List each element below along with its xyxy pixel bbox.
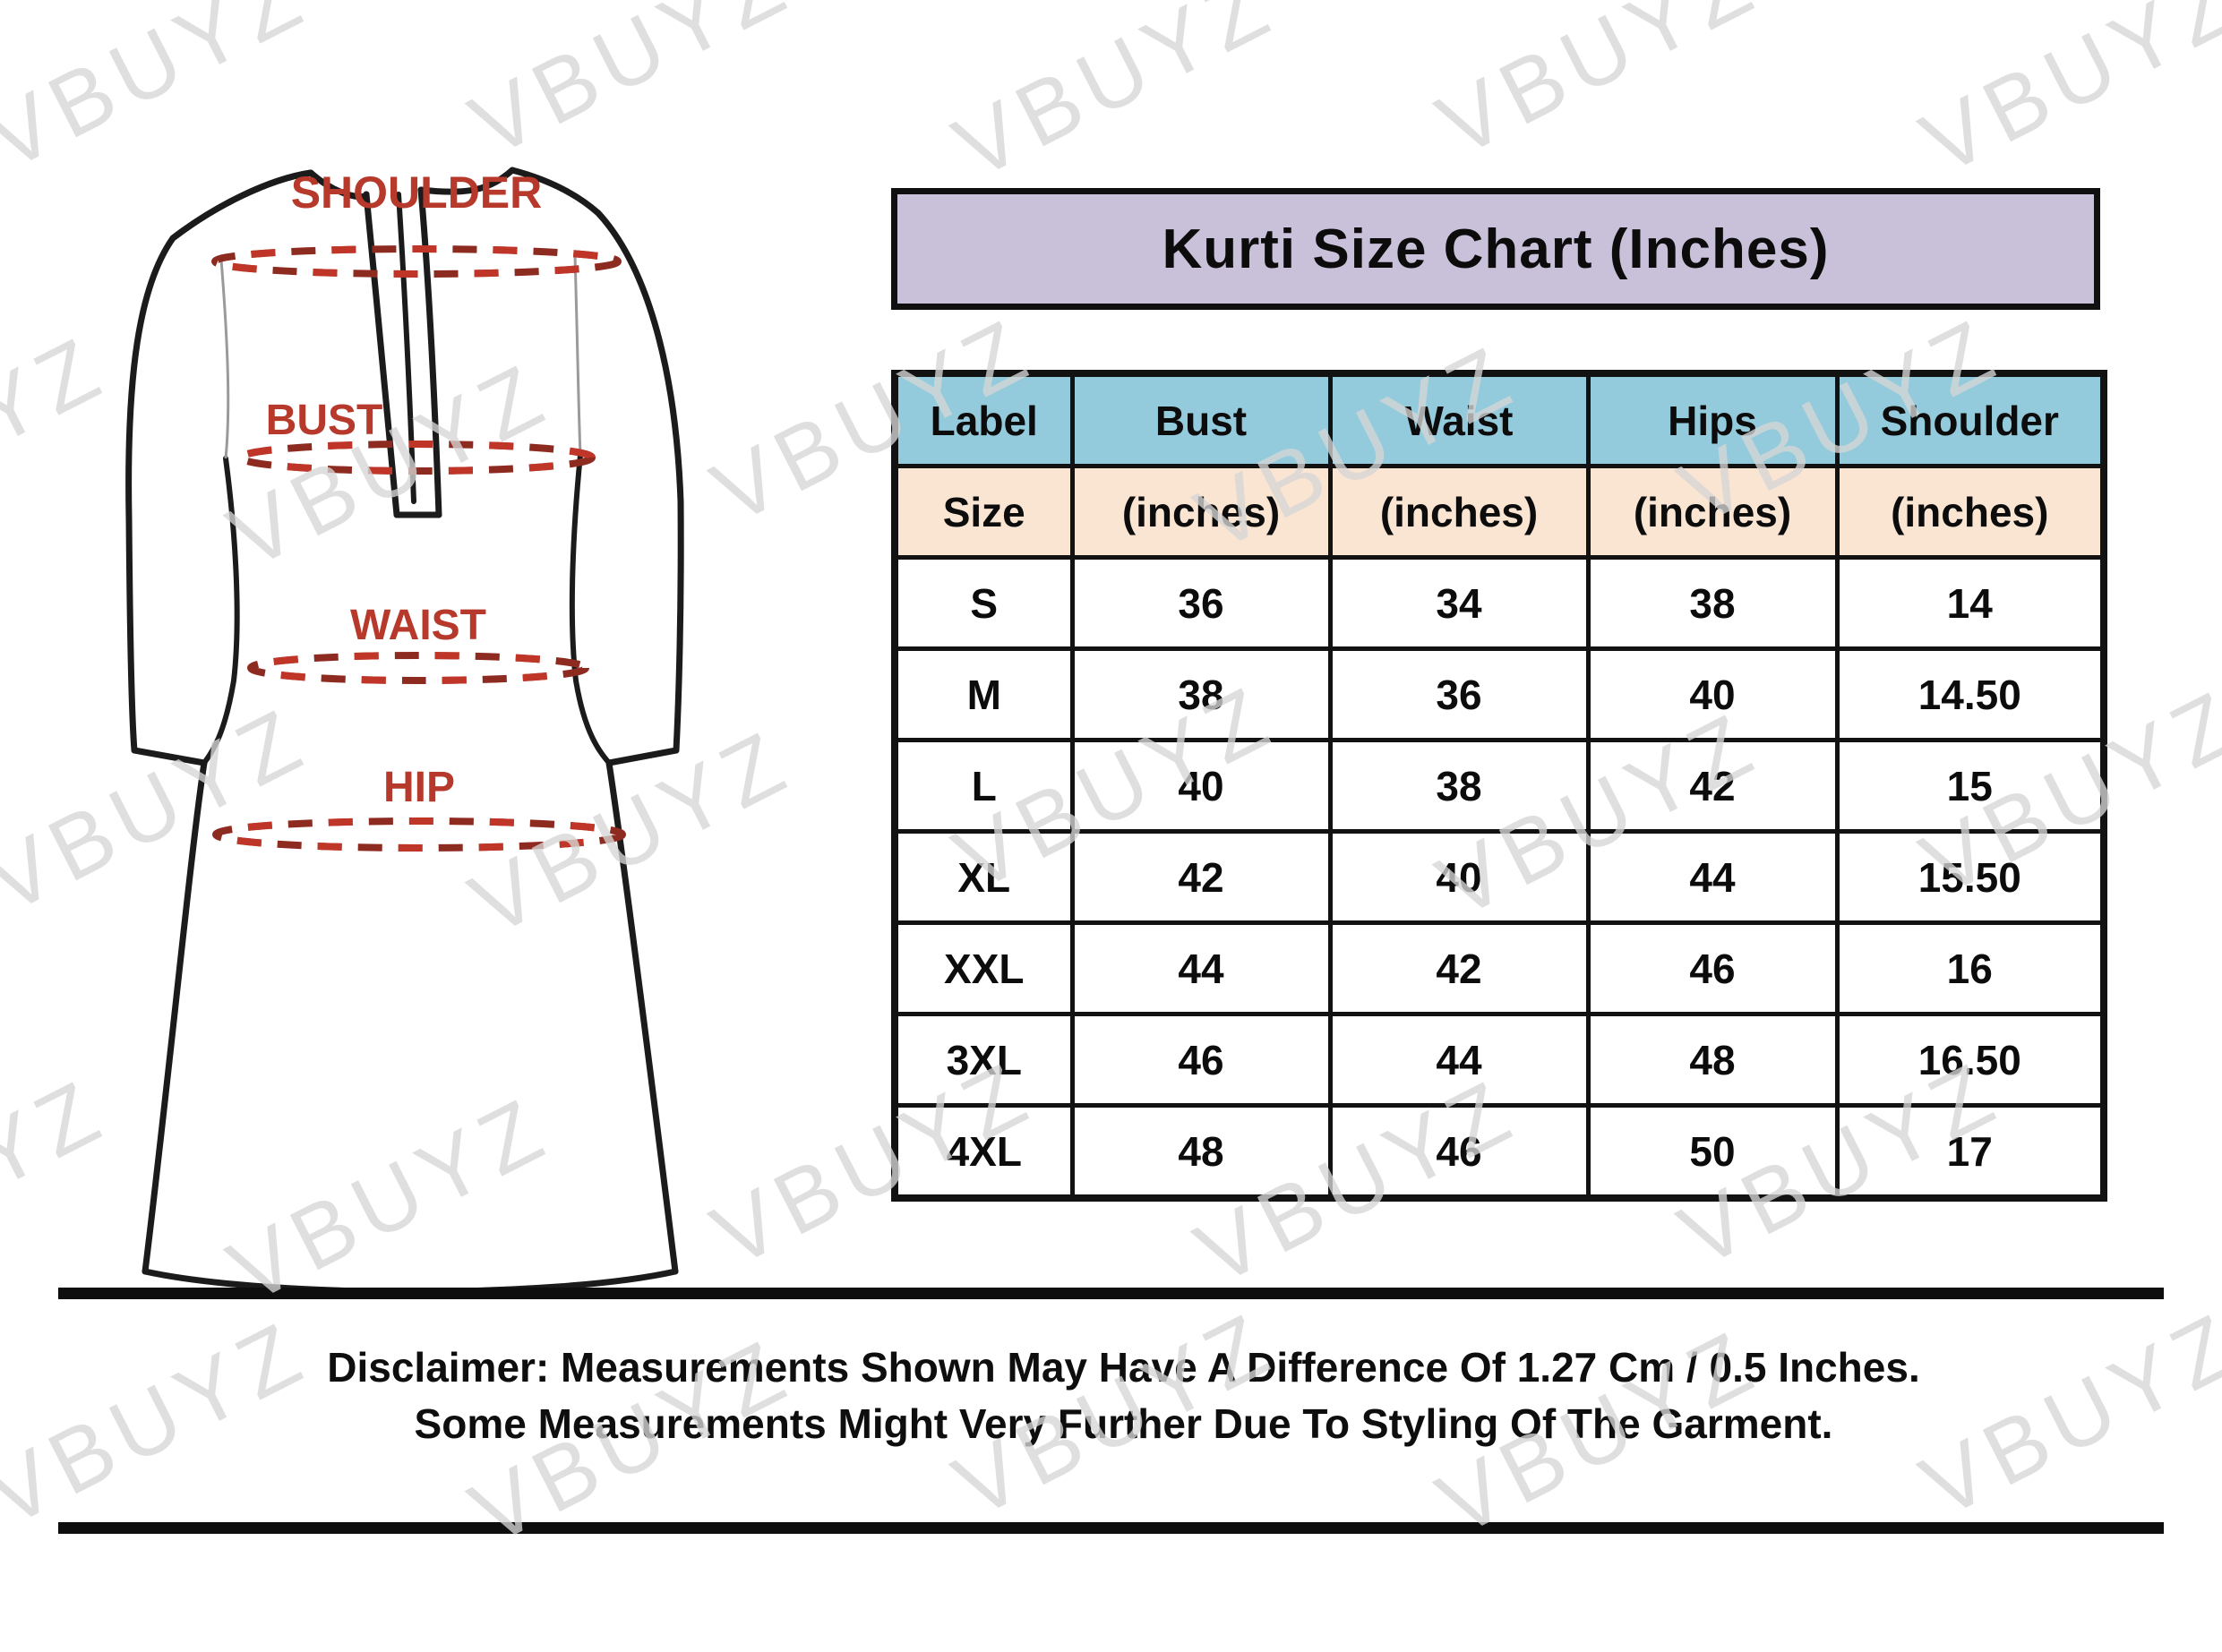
- measurement-cell: 36: [1069, 555, 1333, 651]
- measurement-cell: 40: [1069, 738, 1333, 834]
- measurement-cell: 50: [1585, 1103, 1840, 1201]
- disclaimer-line-1: Disclaimer: Measurements Shown May Have …: [327, 1344, 1920, 1391]
- size-label-cell: 3XL: [892, 1012, 1075, 1108]
- size-label-cell: S: [892, 555, 1075, 651]
- size-row-l: L 40 38 42 15: [892, 738, 2106, 834]
- measurement-cell: 36: [1327, 646, 1591, 742]
- col-subheader-0: Size: [892, 464, 1075, 560]
- measurement-cell: 48: [1585, 1012, 1840, 1108]
- vbuyz-watermark: VBUYZ: [1422, 0, 1775, 176]
- waist-dash-line: [247, 652, 589, 684]
- col-header-waist: Waist: [1327, 371, 1591, 468]
- measurement-cell: 46: [1069, 1012, 1333, 1108]
- disclaimer-line-2: Some Measurements Might Very Further Due…: [414, 1400, 1833, 1447]
- kurti-illustration: SHOULDER BUST WAIST HIP: [125, 167, 684, 1295]
- measurement-labels: SHOULDER BUST WAIST HIP: [266, 167, 543, 811]
- divider-line-top: [58, 1288, 2164, 1299]
- divider-line-bottom: [58, 1522, 2164, 1534]
- size-row-3xl: 3XL 46 44 48 16.50: [892, 1012, 2106, 1108]
- bust-label: BUST: [266, 397, 383, 444]
- size-chart-title-banner: Kurti Size Chart (Inches): [891, 188, 2100, 310]
- table-body: S 36 34 38 14 M 38 36 40 14.50 L 40 38 42 15 XL 42 40 44 15…: [892, 555, 2106, 1201]
- waist-label: WAIST: [350, 602, 486, 649]
- measurement-cell: 38: [1327, 738, 1591, 834]
- col-subheader-2: (inches): [1327, 464, 1591, 560]
- measurement-cell: 38: [1069, 646, 1333, 742]
- size-label-cell: XL: [892, 829, 1075, 925]
- size-row-xxl: XXL 44 42 46 16: [892, 920, 2106, 1016]
- col-header-label: Label: [892, 371, 1075, 468]
- measurement-cell: 15.50: [1834, 829, 2106, 925]
- vbuyz-watermark: VBUYZ: [1906, 0, 2222, 194]
- hip-dash-line2: [212, 817, 626, 852]
- measurement-cell: 16.50: [1834, 1012, 2106, 1108]
- size-label-cell: M: [892, 646, 1075, 742]
- size-chart-title: Kurti Size Chart (Inches): [1162, 218, 1830, 280]
- size-row-m: M 38 36 40 14.50: [892, 646, 2106, 742]
- table-header-row: Label Bust Waist Hips Shoulder: [892, 371, 2106, 468]
- col-header-shoulder: Shoulder: [1834, 371, 2106, 468]
- measurement-cell: 34: [1327, 555, 1591, 651]
- size-label-cell: L: [892, 738, 1075, 834]
- measurement-cell: 46: [1585, 920, 1840, 1016]
- kurti-measurement-diagram: SHOULDER BUST WAIST HIP: [76, 143, 766, 1307]
- size-row-xl: XL 42 40 44 15.50: [892, 829, 2106, 925]
- kurti-guide-seams: [219, 254, 582, 459]
- size-row-s: S 36 34 38 14: [892, 555, 2106, 651]
- measurement-cell: 44: [1585, 829, 1840, 925]
- hip-label: HIP: [383, 764, 455, 811]
- size-label-cell: 4XL: [892, 1103, 1075, 1201]
- measurement-cell: 42: [1069, 829, 1333, 925]
- col-subheader-3: (inches): [1585, 464, 1840, 560]
- col-subheader-4: (inches): [1834, 464, 2106, 560]
- measurement-cell: 16: [1834, 920, 2106, 1016]
- size-chart-table: Label Bust Waist Hips Shoulder Size (inches)(…: [891, 370, 2107, 1202]
- disclaimer-text: Disclaimer: Measurements Shown May Have …: [13, 1340, 2222, 1452]
- col-subheader-1: (inches): [1069, 464, 1333, 560]
- measurement-cell: 46: [1327, 1103, 1591, 1201]
- size-row-4xl: 4XL 48 46 50 17: [892, 1103, 2106, 1201]
- measurement-cell: 40: [1327, 829, 1591, 925]
- col-header-hips: Hips: [1585, 371, 1840, 468]
- col-header-bust: Bust: [1069, 371, 1333, 468]
- bust-dash-line2: [237, 441, 596, 475]
- vbuyz-watermark: VBUYZ: [939, 0, 1291, 199]
- shoulder-dash-line2: [211, 245, 622, 278]
- measurement-cell: 38: [1585, 555, 1840, 651]
- measurement-dashes: [211, 245, 626, 852]
- table-subheader-row: Size (inches) (inches) (inches) (inches): [892, 464, 2106, 560]
- measurement-cell: 14: [1834, 555, 2106, 651]
- measurement-cell: 40: [1585, 646, 1840, 742]
- measurement-cell: 48: [1069, 1103, 1333, 1201]
- measurement-cell: 42: [1327, 920, 1591, 1016]
- size-label-cell: XXL: [892, 920, 1075, 1016]
- shoulder-label: SHOULDER: [291, 167, 543, 218]
- measurement-cell: 42: [1585, 738, 1840, 834]
- measurement-cell: 44: [1327, 1012, 1591, 1108]
- measurement-cell: 44: [1069, 920, 1333, 1016]
- measurement-cell: 17: [1834, 1103, 2106, 1201]
- measurement-cell: 14.50: [1834, 646, 2106, 742]
- measurement-cell: 15: [1834, 738, 2106, 834]
